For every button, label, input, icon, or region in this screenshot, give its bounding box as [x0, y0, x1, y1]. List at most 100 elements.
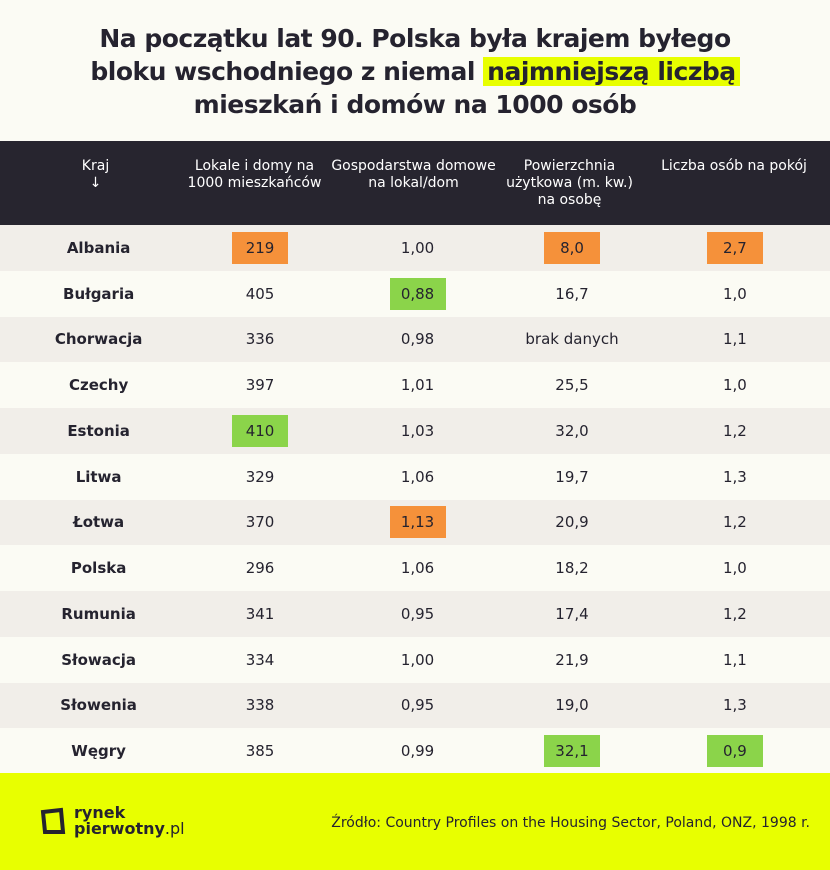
cell-persons-per-room: 1,1 [640, 637, 830, 683]
cell-value: 410 [232, 414, 289, 447]
cell-country: Albania [0, 225, 189, 271]
cell-dwellings: 219 [189, 225, 331, 271]
cell-dwellings: 336 [189, 317, 331, 363]
logo-text-1: rynek [74, 803, 126, 822]
cell-value: 1,3 [722, 696, 747, 715]
cell-value: 1,2 [722, 513, 747, 532]
cell-dwellings: 410 [189, 408, 331, 454]
cell-value: brak danych [525, 330, 619, 349]
title-text: bloku wschodniego z niemal [90, 57, 484, 86]
cell-households: 0,95 [331, 683, 504, 729]
cell-households: 0,98 [331, 317, 504, 363]
cell-persons-per-room: 1,2 [640, 408, 830, 454]
cell-households: 0,88 [331, 271, 504, 317]
cell-dwellings: 329 [189, 454, 331, 500]
cell-floor-area: 32,0 [504, 408, 640, 454]
cell-floor-area: brak danych [504, 317, 640, 363]
cell-households: 1,00 [331, 637, 504, 683]
header-country: Kraj ↓ [0, 141, 183, 225]
cell-dwellings: 397 [189, 362, 331, 408]
header-persons-per-room: Liczba osób na pokój [661, 158, 807, 174]
cell-country: Bułgaria [0, 271, 189, 317]
cell-dwellings: 296 [189, 545, 331, 591]
cell-country: Słowacja [0, 637, 189, 683]
logo-suffix: .pl [164, 819, 185, 838]
cell-value: 405 [245, 284, 275, 303]
cell-value: 18,2 [555, 559, 589, 578]
cell-dwellings: 338 [189, 683, 331, 729]
cell-households: 1,03 [331, 408, 504, 454]
arrow-down-icon: ↓ [89, 175, 102, 191]
table-row: Czechy 397 1,01 25,5 1,0 [0, 362, 830, 408]
cell-value: 1,06 [400, 559, 435, 578]
footer: rynek pierwotny.pl Źródło: Country Profil… [0, 773, 830, 870]
table-row: Łotwa 370 1,13 20,9 1,2 [0, 499, 830, 546]
cell-value: 1,1 [722, 330, 747, 349]
cell-persons-per-room: 1,3 [640, 683, 830, 729]
cell-value: Litwa [75, 467, 122, 486]
cell-households: 1,06 [331, 454, 504, 500]
header-label: Kraj [81, 158, 110, 174]
cell-value: 0,88 [389, 277, 446, 310]
cell-value: Słowenia [60, 696, 137, 715]
cell-value: 1,3 [722, 467, 747, 486]
cell-floor-area: 19,0 [504, 683, 640, 729]
cell-value: 1,03 [400, 421, 435, 440]
table-row: Słowenia 338 0,95 19,0 1,3 [0, 682, 830, 729]
cell-value: 1,01 [400, 376, 435, 395]
cell-households: 1,06 [331, 545, 504, 591]
cell-value: 32,0 [555, 421, 589, 440]
cell-value: 1,0 [722, 376, 747, 395]
cell-value: 1,06 [400, 467, 435, 486]
cell-value: 1,0 [722, 559, 747, 578]
cell-floor-area: 8,0 [504, 225, 640, 271]
table-row: Polska 296 1,06 18,2 1,0 [0, 545, 830, 591]
cell-value: 336 [245, 330, 275, 349]
cell-value: Łotwa [73, 513, 125, 532]
cell-value: 1,0 [722, 284, 747, 303]
cell-floor-area: 25,5 [504, 362, 640, 408]
source-note: Źródło: Country Profiles on the Housing … [331, 815, 810, 831]
cell-value: 385 [245, 742, 275, 761]
page-title: Na początku lat 90. Polska była krajem b… [0, 22, 830, 121]
cell-country: Węgry [0, 728, 189, 774]
cell-persons-per-room: 0,9 [640, 728, 830, 774]
cell-value: 296 [245, 559, 275, 578]
cell-country: Słowenia [0, 683, 189, 729]
cell-persons-per-room: 1,0 [640, 545, 830, 591]
title-highlight: najmniejszą liczbą [483, 57, 740, 86]
cell-dwellings: 405 [189, 271, 331, 317]
logo-icon [40, 807, 66, 834]
cell-value: Polska [70, 559, 127, 578]
cell-value: Albania [66, 238, 131, 257]
cell-value: 397 [245, 376, 275, 395]
table-row: Rumunia 341 0,95 17,4 1,2 [0, 591, 830, 637]
cell-value: 25,5 [555, 376, 589, 395]
cell-value: 370 [245, 513, 275, 532]
cell-value: 0,98 [400, 330, 435, 349]
cell-value: Czechy [68, 376, 129, 395]
cell-persons-per-room: 1,2 [640, 591, 830, 637]
cell-dwellings: 385 [189, 728, 331, 774]
cell-value: 0,99 [400, 742, 435, 761]
title-line-3: mieszkań i domów na 1000 osób [193, 90, 637, 119]
cell-value: 329 [245, 467, 275, 486]
cell-value: 8,0 [544, 231, 600, 264]
cell-country: Chorwacja [0, 317, 189, 363]
cell-value: 21,9 [555, 650, 589, 669]
cell-value: Słowacja [61, 650, 137, 669]
cell-value: 0,9 [706, 735, 763, 768]
cell-persons-per-room: 1,3 [640, 454, 830, 500]
title-line-1: Na początku lat 90. Polska była krajem b… [99, 24, 731, 53]
cell-country: Rumunia [0, 591, 189, 637]
cell-value: 219 [232, 231, 289, 264]
cell-households: 1,13 [331, 500, 504, 546]
cell-value: Estonia [67, 421, 130, 440]
cell-households: 0,95 [331, 591, 504, 637]
cell-floor-area: 18,2 [504, 545, 640, 591]
cell-households: 0,99 [331, 728, 504, 774]
table-row: Słowacja 334 1,00 21,9 1,1 [0, 636, 830, 683]
cell-floor-area: 17,4 [504, 591, 640, 637]
cell-dwellings: 341 [189, 591, 331, 637]
header-dwellings: Lokale i domy na 1000 mieszkańców [187, 158, 322, 191]
